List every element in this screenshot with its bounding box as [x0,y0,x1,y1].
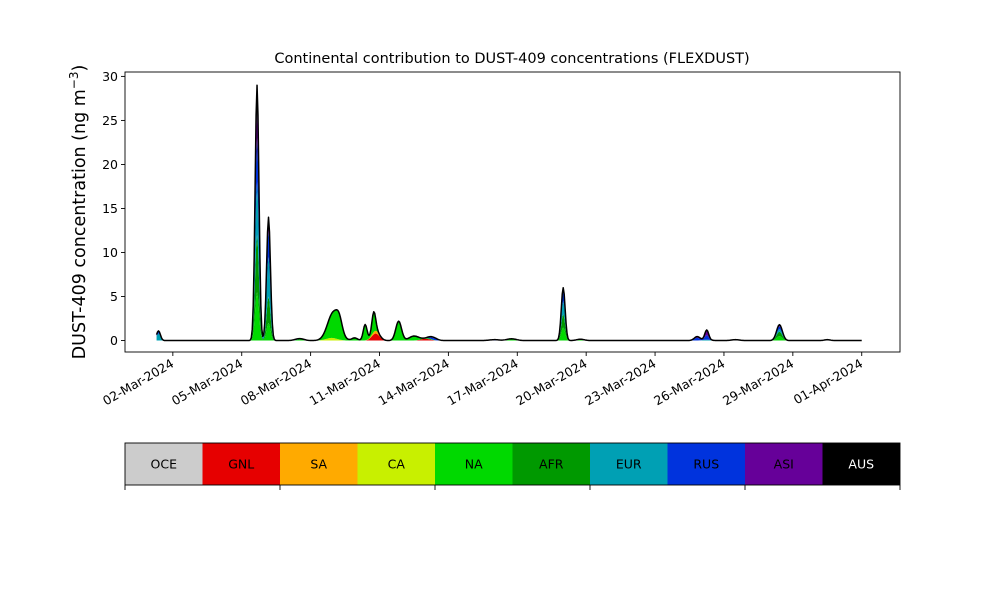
legend-label-aus: AUS [848,457,874,472]
y-axis-label: DUST-409 concentration (ng m−3) [67,65,90,360]
area-series-eur [156,182,862,341]
x-tick-label: 20-Mar-2024 [513,356,589,409]
legend-swatch-asi [745,443,823,485]
area-series-na [156,292,862,341]
x-tick-label: 02-Mar-2024 [100,356,176,409]
legend-swatch-na [435,443,513,485]
y-axis-label-main: DUST-409 concentration (ng m [70,89,90,359]
x-tick-label: 08-Mar-2024 [238,356,314,409]
legend-label-sa: SA [310,457,327,472]
legend-swatch-oce [125,443,203,485]
y-axis-label-close: ) [70,65,90,72]
x-tick-label: 01-Apr-2024 [791,356,865,408]
legend-swatch-afr [512,443,590,485]
x-tick-label: 11-Mar-2024 [307,356,383,409]
plot-frame [124,71,901,353]
legend-swatch-ca [357,443,435,485]
legend-swatch-rus [667,443,745,485]
legend-label-oce: OCE [151,457,178,472]
y-tick-label: 5 [110,289,118,304]
legend-label-rus: RUS [693,457,719,472]
chart-title: Continental contribution to DUST-409 con… [274,51,749,67]
y-tick-label: 30 [102,69,118,84]
x-tick-label: 26-Mar-2024 [651,356,727,409]
y-axis-label-exponent: −3 [67,71,81,89]
x-tick-label: 17-Mar-2024 [444,356,520,409]
legend-label-ca: CA [388,457,406,472]
x-tick-label: 14-Mar-2024 [376,356,452,409]
legend-label-na: NA [465,457,483,472]
total-concentration-line [155,84,862,342]
y-tick-label: 20 [102,157,118,172]
y-axis: 0 5 10 15 20 25 30 [102,69,125,348]
legend-label-afr: AFR [539,457,564,472]
legend-label-eur: EUR [616,457,642,472]
legend-swatch-eur [590,443,668,485]
legend-swatch-gnl [202,443,280,485]
legend-label-asi: ASI [774,457,794,472]
area-series-rus [156,138,862,341]
area-series-ca [156,330,862,341]
legend-swatch-sa [280,443,358,485]
area-series-aus [156,85,862,341]
y-tick-label: 15 [102,201,118,216]
legend-frame [124,442,901,486]
plot-area [155,84,862,342]
y-tick-label: 10 [102,245,118,260]
legend-swatch-aus [822,443,900,485]
legend: OCE GNL SA CA NA AFR EUR RUS ASI AUS [124,442,901,490]
x-axis: 02-Mar-202405-Mar-202408-Mar-202411-Mar-… [100,352,865,408]
area-series-asi [156,111,862,341]
x-tick-label: 29-Mar-2024 [720,356,796,409]
y-tick-label: 0 [110,333,118,348]
x-tick-label: 23-Mar-2024 [582,356,658,409]
y-tick-label: 25 [102,113,118,128]
x-tick-label: 05-Mar-2024 [169,356,245,409]
legend-label-gnl: GNL [228,457,254,472]
